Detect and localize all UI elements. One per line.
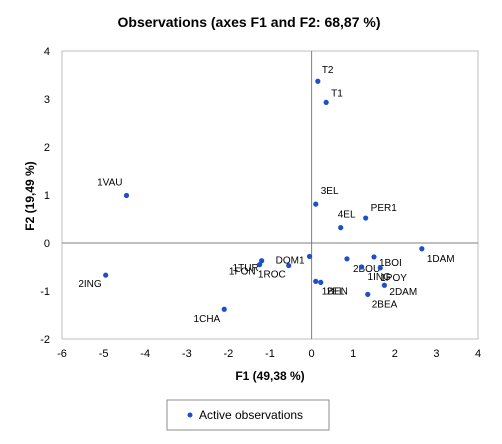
data-point <box>363 215 369 221</box>
x-tick-label: 4 <box>475 348 481 360</box>
point-label: 1BEN <box>322 286 348 297</box>
y-axis-title: F2 (19,49 %) <box>23 161 37 230</box>
x-tick-label: -2 <box>224 348 234 360</box>
point-label: 1ROC <box>258 270 286 281</box>
point-label: 4EL <box>338 210 356 221</box>
y-tick-label: 4 <box>44 46 50 58</box>
data-point <box>381 282 387 288</box>
data-point <box>306 253 313 260</box>
point-label: 1VAU <box>97 177 122 188</box>
x-tick-label: 0 <box>309 348 315 360</box>
point-label: 2BOU <box>353 264 380 275</box>
legend-marker <box>187 412 193 418</box>
point-label: 3EL <box>321 186 339 197</box>
data-point <box>338 225 344 231</box>
point-label: 1ING <box>368 272 392 283</box>
legend-box <box>166 399 330 431</box>
plot-area-frame <box>61 50 479 340</box>
data-point <box>259 258 265 264</box>
point-label: 1BOI <box>379 258 402 269</box>
x-tick-label: -5 <box>99 348 109 360</box>
point-label: 1DAM <box>427 254 455 265</box>
data-point <box>365 291 371 297</box>
y-tick-label: 0 <box>44 238 50 250</box>
point-label: 1FON <box>229 267 256 278</box>
y-tick-label: 3 <box>44 94 50 106</box>
point-label: 2ING <box>78 279 102 290</box>
x-tick-label: 1 <box>350 348 356 360</box>
y-tick-label: 1 <box>44 190 50 202</box>
chart-title: Observations (axes F1 and F2: 68,87 %) <box>118 14 381 30</box>
data-point <box>123 192 130 199</box>
point-label: T2 <box>322 65 334 76</box>
x-tick-label: 2 <box>392 348 398 360</box>
data-point <box>103 272 109 278</box>
point-label: 2EL <box>327 286 345 297</box>
data-point <box>358 264 365 270</box>
y-tick-label: 2 <box>44 142 50 154</box>
data-point <box>313 278 319 284</box>
x-tick-label: 3 <box>433 348 439 360</box>
data-point <box>257 262 263 268</box>
x-tick-label: -1 <box>265 348 275 360</box>
y-tick-label: -2 <box>40 334 50 346</box>
axis-ticks: -6 -5 -4 -3 -2 -1 0 1 2 3 4 -2 -1 0 1 2 3 4 <box>40 46 481 360</box>
point-label: 1POY <box>380 273 407 284</box>
x-tick-label: -4 <box>140 348 150 360</box>
data-point <box>318 279 324 285</box>
data-point <box>286 262 292 269</box>
point-label: 1CHA <box>194 314 221 325</box>
point-label: PER1 <box>371 203 398 214</box>
data-point <box>221 306 227 312</box>
x-tick-label: -3 <box>182 348 192 360</box>
y-tick-label: -1 <box>40 286 50 298</box>
point-label: 2DAM <box>389 287 417 298</box>
point-label: 1TUR <box>233 263 259 274</box>
data-point <box>371 254 377 260</box>
data-point <box>419 246 425 252</box>
point-label: T1 <box>331 88 343 99</box>
data-point <box>323 99 329 105</box>
legend-label: Active observations <box>199 408 303 422</box>
point-label: DOM1 <box>276 255 305 266</box>
data-point <box>377 265 383 271</box>
legend: Active observations <box>166 399 330 431</box>
data-point <box>344 256 350 262</box>
point-label: 2BEA <box>372 299 398 310</box>
data-point <box>313 201 319 207</box>
x-axis-title: F1 (49,38 %) <box>235 369 304 383</box>
x-tick-label: -6 <box>57 348 67 360</box>
data-point <box>315 78 321 84</box>
